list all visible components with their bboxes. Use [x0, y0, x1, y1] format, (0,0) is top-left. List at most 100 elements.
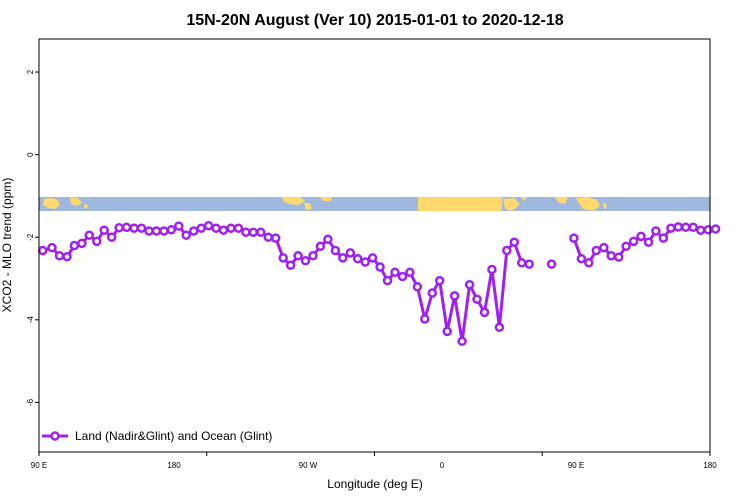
x-tick-label: 0 [440, 461, 445, 470]
data-point [651, 226, 661, 236]
data-point [412, 282, 423, 292]
data-point [434, 275, 445, 286]
data-point [427, 288, 438, 298]
data-point [382, 275, 393, 286]
legend: Land (Nadir&Glint) and Ocean (Glint) [42, 429, 272, 443]
data-point [457, 336, 467, 347]
data-point [114, 222, 124, 233]
data-point [479, 307, 490, 318]
y-tick-label: -2 [26, 233, 35, 241]
y-axis-label: XCO2 - MLO trend (ppm) [0, 178, 14, 313]
data-point [308, 251, 318, 261]
data-point [92, 236, 102, 247]
data-point [69, 240, 80, 251]
data-point [367, 253, 378, 263]
data-point [688, 222, 698, 233]
data-point [599, 242, 609, 253]
ocean-band [39, 197, 710, 211]
data-point [643, 237, 654, 247]
y-tick-label: 2 [26, 69, 35, 74]
data-point [136, 223, 147, 233]
data-point [293, 251, 303, 261]
series-points [37, 220, 721, 347]
land-shape [576, 197, 600, 211]
data-point [218, 225, 229, 235]
data-point [121, 222, 132, 233]
data-point [636, 231, 646, 242]
data-point [569, 233, 579, 243]
land-shape [70, 197, 82, 206]
x-tick-label: 180 [167, 461, 181, 470]
data-point [233, 223, 244, 233]
data-point [300, 256, 311, 266]
data-point [196, 223, 206, 233]
data-point [613, 252, 624, 262]
x-axis: 90 E 180 90 W 0 90 E 180 [31, 452, 717, 470]
data-point [37, 245, 48, 256]
data-point [181, 230, 191, 240]
data-point [330, 245, 341, 256]
data-point [263, 232, 274, 242]
land-shape [602, 203, 607, 210]
data-point [524, 259, 534, 269]
series-line [42, 224, 530, 343]
data-point [248, 227, 259, 238]
data-point [442, 326, 452, 337]
data-point [77, 238, 87, 249]
data-point [256, 227, 266, 238]
y-tick-label: -4 [26, 316, 35, 324]
data-point [278, 253, 288, 263]
data-point [703, 225, 713, 235]
series-lines [42, 224, 716, 343]
y-tick-label: -6 [26, 398, 35, 406]
data-point [673, 222, 684, 232]
data-point [352, 253, 363, 264]
data-point [151, 226, 162, 236]
data-point [681, 222, 691, 233]
data-point [166, 225, 177, 235]
data-point [666, 223, 676, 233]
data-point [710, 224, 721, 234]
x-tick-label: 90 E [568, 461, 584, 470]
data-point [62, 251, 72, 262]
data-point [390, 267, 400, 278]
land-shape [520, 197, 526, 201]
data-point [338, 253, 348, 263]
land-shape [43, 198, 60, 209]
data-point [487, 264, 497, 275]
data-point [621, 241, 631, 252]
legend-label: Land (Nadir&Glint) and Ocean (Glint) [75, 429, 272, 443]
land-ocean-map-strip [39, 197, 710, 211]
data-point [591, 245, 602, 256]
data-point [464, 279, 475, 290]
data-point [106, 232, 117, 242]
land-shape [555, 197, 568, 204]
data-point [159, 226, 169, 236]
data-point [509, 237, 520, 247]
data-point [584, 258, 594, 268]
data-point [606, 251, 616, 261]
y-axis: 2 0 -2 -4 -6 [26, 69, 39, 406]
land-shape [282, 197, 305, 205]
data-point [420, 314, 430, 324]
data-point [211, 223, 221, 233]
data-point [360, 257, 370, 267]
data-point [546, 259, 557, 269]
legend-marker [50, 431, 60, 441]
land-shape [304, 203, 312, 210]
data-point [494, 322, 505, 333]
x-axis-label: Longitude (deg E) [327, 477, 422, 491]
data-point [188, 226, 199, 236]
data-point [345, 248, 356, 258]
data-point [449, 291, 460, 301]
x-tick-label: 180 [703, 461, 717, 470]
data-point [695, 225, 706, 235]
land-shape [418, 197, 502, 211]
x-tick-label: 90 W [299, 461, 318, 470]
data-point [285, 260, 296, 271]
land-shape [84, 204, 88, 209]
data-point [658, 233, 669, 243]
data-point [270, 233, 281, 243]
data-point [628, 236, 639, 247]
